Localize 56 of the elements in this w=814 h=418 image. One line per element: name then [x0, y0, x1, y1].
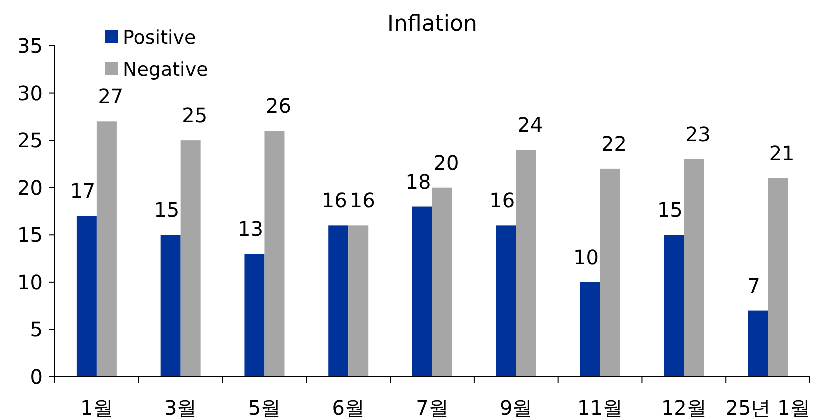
data-label: 15	[154, 198, 180, 222]
y-tick-label: 10	[18, 270, 43, 294]
bar	[412, 206, 432, 377]
data-label: 20	[434, 150, 460, 175]
chart-title: Inflation	[388, 12, 478, 37]
y-tick-label: 15	[18, 223, 43, 248]
legend-label: Negative	[123, 59, 208, 81]
y-tick-label: 25	[18, 128, 43, 153]
y-tick-label: 35	[18, 34, 43, 58]
bar	[96, 122, 117, 377]
data-label: 17	[70, 179, 96, 204]
y-tick-label: 30	[18, 81, 43, 106]
bar	[516, 150, 536, 377]
data-label: 27	[98, 84, 124, 109]
data-label: 25	[182, 104, 208, 128]
x-tick-label: 6월	[332, 396, 365, 418]
x-tick-label: 7월	[416, 396, 449, 418]
x-tick-label: 1월	[80, 396, 114, 418]
bar	[264, 131, 285, 377]
y-tick-label: 5	[30, 318, 43, 342]
x-tick-label: 12월	[661, 396, 707, 418]
data-label: 16	[350, 188, 376, 213]
data-label: 16	[490, 188, 516, 213]
bar	[748, 310, 768, 377]
data-label: 24	[518, 113, 544, 138]
bar	[180, 140, 201, 377]
y-tick-label: 0	[30, 365, 43, 389]
bar	[684, 159, 704, 377]
data-label: 16	[322, 188, 348, 213]
x-tick-label: 5월	[248, 396, 282, 418]
bar	[664, 235, 684, 377]
data-label: 21	[769, 141, 795, 166]
bar	[768, 178, 788, 377]
data-label: 26	[266, 94, 292, 118]
x-tick-label: 9월	[500, 396, 533, 418]
y-tick-label: 20	[18, 176, 43, 200]
data-label: 7	[748, 274, 760, 298]
data-label: 13	[238, 217, 264, 242]
data-label: 15	[657, 198, 683, 222]
x-tick-label: 25년 1월	[726, 396, 810, 418]
bar	[160, 235, 181, 377]
x-tick-label: 11월	[578, 396, 624, 418]
bar	[76, 216, 97, 377]
data-label: 22	[602, 132, 628, 156]
data-label: 18	[406, 170, 432, 194]
bar	[244, 254, 265, 377]
bar	[580, 282, 600, 377]
legend-label: Positive	[123, 27, 196, 49]
bar	[328, 226, 349, 377]
data-label: 23	[685, 122, 711, 146]
bar	[600, 168, 620, 377]
x-tick-label: 3월	[164, 396, 198, 418]
data-label: 10	[574, 245, 600, 270]
bar	[496, 226, 516, 377]
bar	[348, 226, 369, 377]
bar	[432, 188, 452, 377]
